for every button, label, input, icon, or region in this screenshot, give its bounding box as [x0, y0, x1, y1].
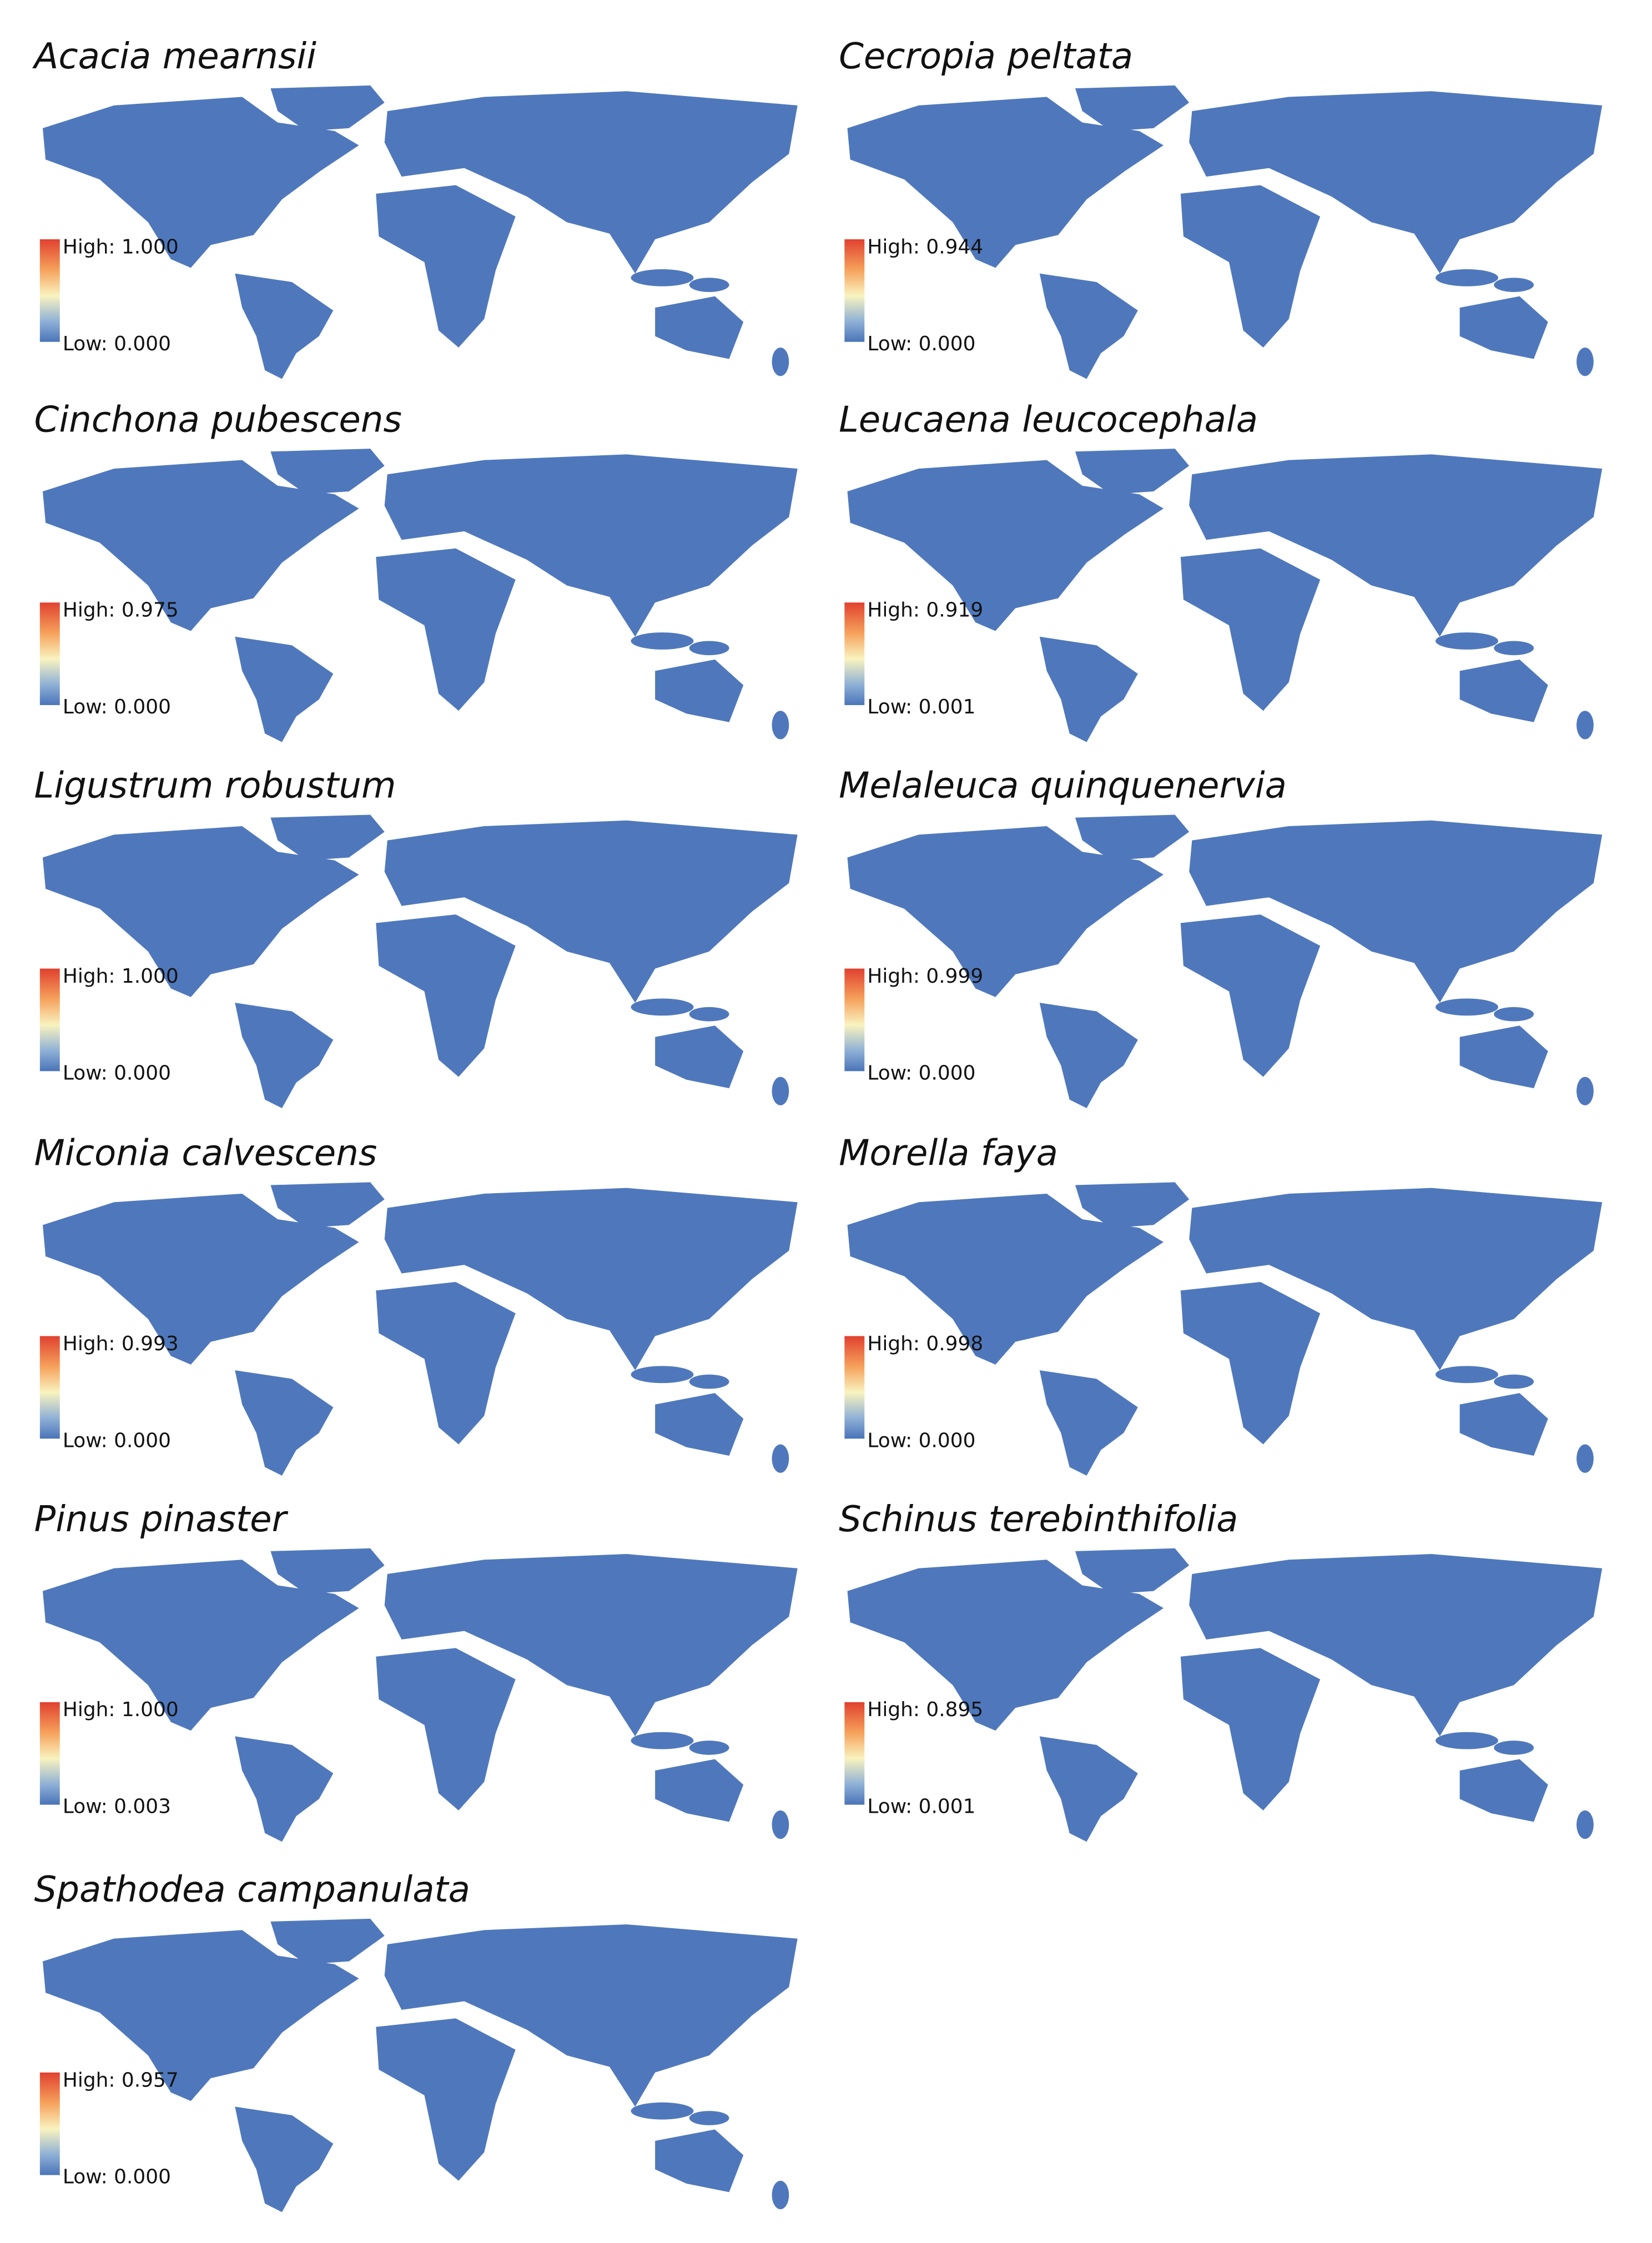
legend-high: High: 0.944	[867, 235, 983, 258]
map-panel: Ligustrum robustum High: 1.000 Low: 0.000	[34, 765, 798, 1109]
legend-ramp	[844, 602, 865, 705]
legend-high: High: 0.975	[63, 599, 179, 622]
map-panel: Miconia calvescens High: 0.993 Low: 0.000	[34, 1133, 798, 1476]
legend-low: Low: 0.000	[63, 333, 171, 355]
legend-high: High: 0.998	[867, 1332, 983, 1355]
map-panel: Pinus pinaster High: 1.000 Low: 0.003	[34, 1498, 798, 1842]
legend-ramp	[39, 602, 60, 705]
legend-high: High: 0.999	[867, 965, 983, 988]
map-panel: Morella faya High: 0.998 Low: 0.000	[839, 1133, 1603, 1476]
legend-ramp	[844, 1336, 865, 1439]
legend-low: Low: 0.000	[867, 333, 975, 355]
legend-low: Low: 0.000	[867, 1062, 975, 1084]
legend-ramp	[39, 2072, 60, 2175]
legend-low: Low: 0.000	[63, 1429, 171, 1452]
legend-high: High: 0.957	[63, 2069, 179, 2091]
map-panel: Acacia mearnsii High: 1.000 Low: 0.000	[32, 36, 798, 379]
legend-high: High: 1.000	[63, 1698, 179, 1721]
panel-title: Morella faya	[839, 1133, 1058, 1174]
panel-title: Acacia mearnsii	[32, 36, 317, 77]
legend-ramp	[39, 968, 60, 1072]
map-panel: Cinchona pubescens High: 0.975 Low: 0.000	[34, 399, 798, 742]
legend-ramp	[844, 1702, 865, 1805]
panel-title: Miconia calvescens	[34, 1133, 377, 1174]
map-panel: Cecropia peltata High: 0.944 Low: 0.000	[839, 36, 1603, 379]
legend-low: Low: 0.003	[63, 1796, 171, 1818]
panel-title: Melaleuca quinquenervia	[839, 765, 1287, 807]
panel-title: Leucaena leucocephala	[839, 399, 1258, 440]
legend-high: High: 0.895	[867, 1698, 983, 1721]
legend-high: High: 0.993	[63, 1332, 179, 1355]
panel-title: Schinus terebinthifolia	[839, 1498, 1238, 1540]
legend-ramp	[844, 968, 865, 1072]
legend-ramp	[844, 239, 865, 342]
legend-ramp	[39, 239, 60, 342]
legend-low: Low: 0.000	[867, 1429, 975, 1452]
legend-high: High: 1.000	[63, 965, 179, 988]
legend-ramp	[39, 1336, 60, 1439]
legend-ramp	[39, 1702, 60, 1805]
map-panel: Spathodea campanulata High: 0.957 Low: 0.0…	[34, 1869, 798, 2212]
legend-low: Low: 0.001	[867, 696, 975, 718]
map-panel: Schinus terebinthifolia High: 0.895 Low: 0…	[839, 1498, 1603, 1842]
panel-title: Ligustrum robustum	[34, 765, 396, 807]
legend-low: Low: 0.000	[63, 696, 171, 718]
panel-title: Pinus pinaster	[34, 1498, 289, 1540]
panel-title: Cecropia peltata	[839, 36, 1133, 77]
map-panel: Melaleuca quinquenervia High: 0.999 Low: 0…	[839, 765, 1603, 1109]
legend-low: Low: 0.000	[63, 1062, 171, 1084]
panel-title: Spathodea campanulata	[34, 1869, 470, 1910]
map-panel: Leucaena leucocephala High: 0.919 Low: 0.0…	[839, 399, 1603, 742]
legend-low: Low: 0.000	[63, 2166, 171, 2189]
legend-high: High: 0.919	[867, 599, 983, 622]
panel-title: Cinchona pubescens	[34, 399, 402, 440]
legend-high: High: 1.000	[63, 235, 179, 258]
legend-low: Low: 0.001	[867, 1796, 975, 1818]
